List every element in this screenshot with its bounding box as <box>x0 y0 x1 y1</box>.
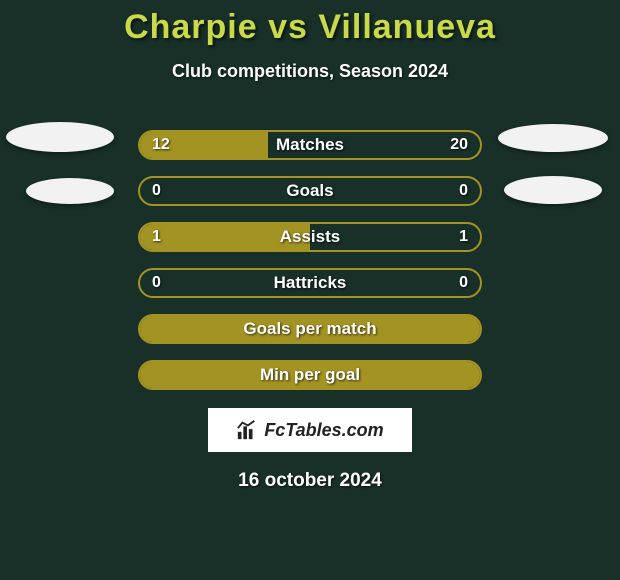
value-right: 20 <box>438 132 480 158</box>
logo-box: FcTables.com <box>208 408 412 452</box>
value-right: 0 <box>447 270 480 296</box>
stat-row: Min per goal <box>0 352 620 398</box>
bar-wrap: 1220Matches <box>138 130 482 160</box>
logo-text: FcTables.com <box>264 420 383 441</box>
stat-row: Goals per match <box>0 306 620 352</box>
bar-wrap: Min per goal <box>138 360 482 390</box>
avatar-dot <box>26 178 114 204</box>
value-left: 12 <box>140 132 182 158</box>
value-left: 0 <box>140 270 173 296</box>
bar-fill <box>140 362 480 388</box>
value-left: 1 <box>140 224 173 250</box>
value-left: 0 <box>140 178 173 204</box>
bar-fill <box>140 316 480 342</box>
chart-icon <box>236 419 258 441</box>
value-right: 1 <box>447 224 480 250</box>
bar-label: Goals <box>140 178 480 204</box>
avatar-dot <box>6 122 114 152</box>
bar-wrap: 0 0Hattricks <box>138 268 482 298</box>
stat-row: 11Assists <box>0 214 620 260</box>
page-title: Charpie vs Villanueva <box>0 0 620 47</box>
bar-wrap: 0 0Goals <box>138 176 482 206</box>
chart-area: 1220Matches00Goals11Assists00HattricksGo… <box>0 122 620 398</box>
stat-row: 0 0Hattricks <box>0 260 620 306</box>
bar-wrap: 11Assists <box>138 222 482 252</box>
avatar-dot <box>498 124 608 152</box>
bar-wrap: Goals per match <box>138 314 482 344</box>
value-right: 0 <box>447 178 480 204</box>
subtitle: Club competitions, Season 2024 <box>0 61 620 82</box>
bar-label: Hattricks <box>140 270 480 296</box>
avatar-dot <box>504 176 602 204</box>
date-label: 16 october 2024 <box>0 470 620 492</box>
